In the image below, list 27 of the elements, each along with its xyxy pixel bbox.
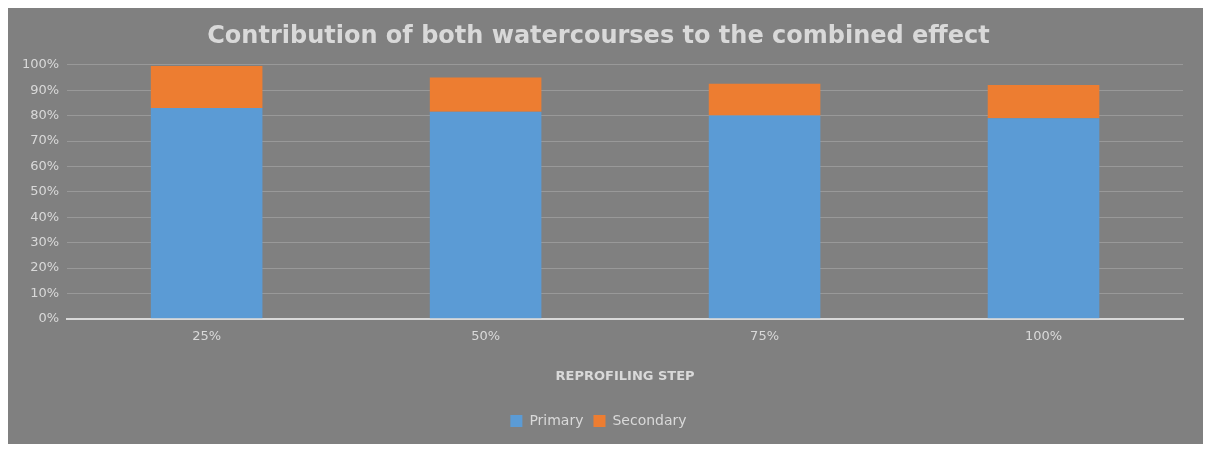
x-tick-label: 75% — [750, 327, 780, 343]
bar — [150, 66, 263, 108]
x-tick-label: 100% — [1024, 327, 1063, 343]
bar — [429, 111, 542, 319]
bar — [987, 118, 1100, 319]
y-tick-label: 100% — [21, 56, 60, 72]
chart-title: Contribution of both watercourses to the combined effect — [207, 20, 990, 49]
bar — [987, 85, 1100, 119]
y-tick-label: 70% — [30, 132, 60, 148]
bar — [708, 115, 821, 319]
y-tick-label: 80% — [30, 106, 60, 122]
y-tick-label: 20% — [30, 259, 60, 275]
x-tick-label: 50% — [471, 327, 501, 343]
bar — [708, 83, 821, 116]
legend-label: Secondary — [612, 411, 687, 428]
y-tick-label: 30% — [30, 233, 60, 249]
legend-label: Primary — [529, 411, 584, 428]
y-tick-label: 40% — [30, 208, 60, 224]
bar — [150, 107, 263, 319]
y-tick-label: 10% — [30, 284, 60, 300]
x-axis-title: REPROFILING STEP — [555, 367, 695, 383]
y-tick-label: 0% — [38, 310, 60, 326]
y-tick-label: 50% — [30, 183, 60, 199]
y-tick-label: 60% — [30, 157, 60, 173]
x-tick-label: 25% — [192, 327, 222, 343]
y-tick-label: 90% — [30, 81, 60, 97]
bar — [429, 77, 542, 112]
